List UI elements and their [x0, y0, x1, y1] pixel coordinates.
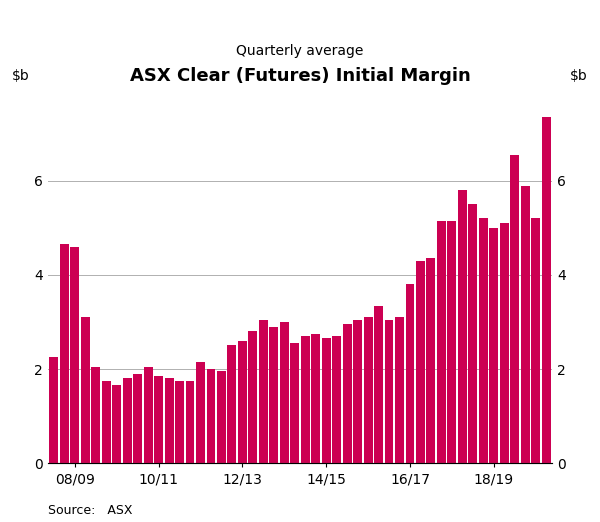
Bar — [269, 327, 278, 463]
Title: ASX Clear (Futures) Initial Margin: ASX Clear (Futures) Initial Margin — [130, 67, 470, 85]
Bar — [510, 155, 519, 463]
Bar — [374, 305, 383, 463]
Bar — [490, 228, 498, 463]
Bar — [542, 117, 551, 463]
Bar — [196, 362, 205, 463]
Bar — [469, 204, 477, 463]
Text: Quarterly average: Quarterly average — [236, 44, 364, 58]
Bar — [175, 381, 184, 463]
Bar — [521, 185, 530, 463]
Bar — [217, 371, 226, 463]
Bar — [143, 366, 152, 463]
Bar — [259, 319, 268, 463]
Bar — [227, 346, 236, 463]
Bar — [185, 381, 194, 463]
Bar — [448, 221, 457, 463]
Bar — [479, 219, 488, 463]
Bar — [248, 331, 257, 463]
Bar — [70, 247, 79, 463]
Bar — [301, 336, 310, 463]
Text: $b: $b — [570, 69, 588, 83]
Text: $b: $b — [12, 69, 30, 83]
Bar — [123, 378, 131, 463]
Bar — [102, 381, 110, 463]
Text: Source:   ASX: Source: ASX — [48, 504, 133, 517]
Bar — [385, 319, 394, 463]
Bar — [332, 336, 341, 463]
Bar — [500, 223, 509, 463]
Bar — [81, 317, 90, 463]
Bar — [60, 244, 69, 463]
Bar — [416, 261, 425, 463]
Bar — [112, 385, 121, 463]
Bar — [206, 369, 215, 463]
Bar — [133, 374, 142, 463]
Bar — [49, 357, 58, 463]
Bar — [343, 324, 352, 463]
Bar — [427, 258, 436, 463]
Bar — [91, 366, 100, 463]
Bar — [164, 378, 173, 463]
Bar — [406, 284, 415, 463]
Bar — [290, 343, 299, 463]
Bar — [364, 317, 373, 463]
Bar — [280, 322, 289, 463]
Bar — [353, 319, 362, 463]
Bar — [437, 221, 446, 463]
Bar — [154, 376, 163, 463]
Bar — [395, 317, 404, 463]
Bar — [311, 334, 320, 463]
Bar — [531, 219, 540, 463]
Bar — [458, 190, 467, 463]
Bar — [322, 338, 331, 463]
Bar — [238, 341, 247, 463]
